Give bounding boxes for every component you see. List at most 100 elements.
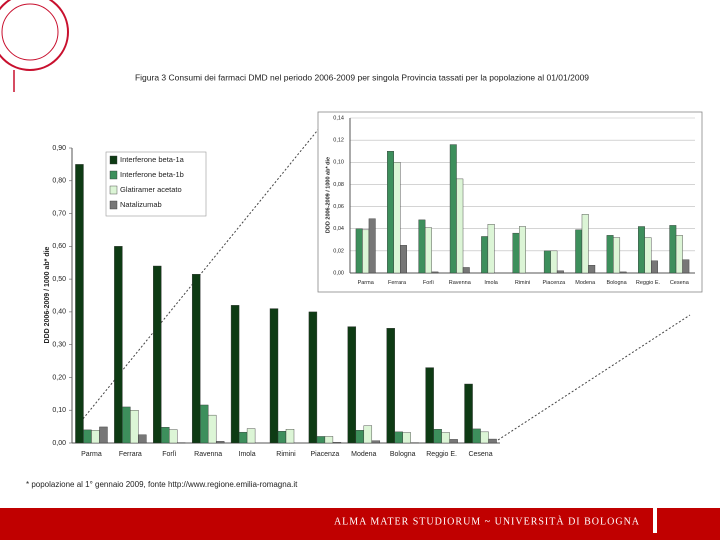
bar [277,431,287,444]
x-tick-label: Ferrara [119,451,142,458]
y-tick-label: 0,12 [333,138,344,144]
y-tick-label: 0,10 [52,407,66,414]
bar [424,227,432,274]
bar [368,218,376,274]
bar [550,250,558,274]
seal-ring [0,0,69,71]
bar [425,367,434,444]
bar [588,265,596,274]
footnote: * popolazione al 1° gennaio 2009, fonte … [26,480,298,489]
bar [431,271,439,274]
y-tick-label: 0,10 [333,160,344,166]
bar [480,431,489,444]
x-tick-label: Ravenna [194,451,222,458]
y-tick-label: 0,80 [52,178,66,185]
bar [114,246,123,444]
x-tick-label: Reggio E. [426,451,457,458]
y-tick-label: 0,08 [333,182,344,188]
bar [651,260,658,274]
bar [481,236,489,274]
bar [347,326,357,444]
bar [230,305,240,444]
y-axis-label: DDD 2006-2009 / 1000 ab* die [325,157,331,233]
bar [638,226,645,274]
bar [91,430,100,444]
inset-chart: DDD 2006-2009 / 1000 ab* die 0,00 0,02 0,04… [317,111,703,293]
bar [488,438,497,444]
legend-swatch [109,185,118,195]
bar [99,426,108,444]
y-tick-label: 0,04 [333,226,344,232]
y-axis-label: DDD 2006-2009 / 1000 ab* die [44,246,51,343]
x-tick-label: Rimini [515,280,530,286]
y-tick-label: 0,06 [333,204,344,210]
bar [556,270,564,274]
y-tick-label: 0,30 [52,342,66,349]
bar [238,431,248,444]
footer-text: ALMA MATER STUDIORUM ~ UNIVERSITÀ DI BOL… [334,515,640,527]
bar [393,162,401,274]
bar [316,436,326,444]
bar [308,311,318,444]
x-tick-label: Imola [239,451,256,458]
bar [394,431,403,444]
bar [130,410,139,444]
bar [169,429,178,444]
bar [269,308,279,444]
bar [456,178,464,274]
legend-label: Interferone beta-1b [120,170,184,179]
x-tick-label: Piacenza [543,280,567,286]
bar [433,429,442,444]
logo [0,0,69,92]
bar [575,229,583,274]
bar [619,271,627,274]
y-tick-label: 0,40 [52,309,66,316]
bar [363,425,373,444]
bar [75,164,84,444]
x-tick-label: Bologna [606,280,627,286]
x-tick-label: Parma [358,280,375,286]
bar [449,144,457,274]
bar [324,436,334,444]
bar [581,214,589,274]
bar [355,430,365,444]
bar [441,432,450,444]
legend: Interferone beta-1a Interferone beta-1b Gl… [105,151,207,217]
bar [400,245,407,274]
bar [675,235,683,274]
bar [246,428,256,444]
bar [386,328,395,444]
bar [191,273,201,444]
bar [543,250,551,274]
y-tick-label: 0,20 [52,374,66,381]
bar [362,229,370,274]
y-tick-label: 0,00 [333,270,344,276]
x-tick-label: Modena [351,451,376,458]
footer-mark [653,497,657,533]
y-tick-label: 0,02 [333,248,344,254]
bar [669,225,677,274]
bar [402,432,411,444]
x-tick-label: Cesena [468,451,492,458]
x-tick-label: Parma [81,451,102,458]
legend-swatch [109,170,118,180]
bar [464,383,473,444]
bar [472,428,481,444]
legend-swatch [109,200,118,210]
bar [644,237,652,274]
bar [512,232,520,274]
bar [418,219,426,274]
y-tick-label: 0,60 [52,243,66,250]
bar [161,427,170,444]
bar [215,441,225,444]
legend-label: Glatiramer acetato [120,185,182,194]
y-tick-label: 0,00 [52,440,66,447]
legend-label: Interferone beta-1a [120,155,185,164]
bar [613,237,621,274]
bar [153,265,162,444]
x-tick-label: Modena [575,280,596,286]
y-tick-label: 0,50 [52,276,66,283]
zoom-line [77,114,331,426]
